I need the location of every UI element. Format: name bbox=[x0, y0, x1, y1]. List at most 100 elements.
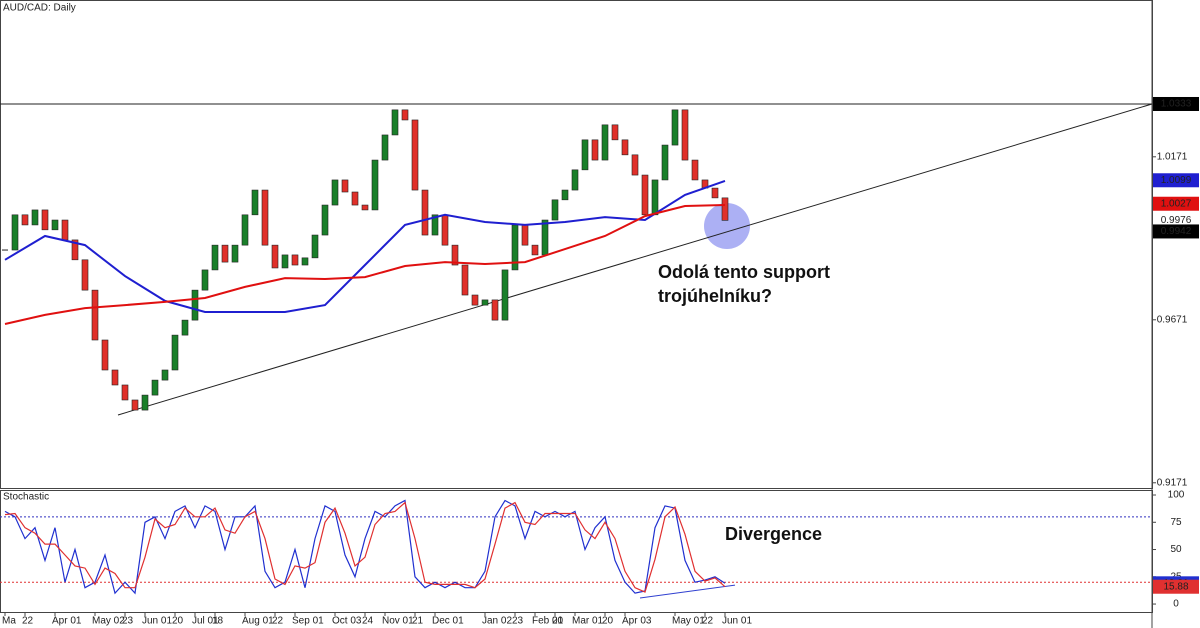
candle bbox=[561, 189, 569, 201]
x-tick-label: Feb 01 bbox=[532, 616, 564, 627]
x-tick-label: 22 bbox=[22, 616, 34, 627]
candle bbox=[121, 384, 129, 401]
candle bbox=[651, 179, 659, 216]
price-marker bbox=[1153, 96, 1199, 111]
price-marker-label: 1.0027 bbox=[1161, 198, 1192, 209]
candle bbox=[221, 244, 229, 263]
candle bbox=[21, 214, 29, 226]
candle bbox=[371, 159, 379, 211]
candle bbox=[131, 399, 139, 411]
y-tick-label: 50 bbox=[1170, 544, 1182, 555]
candle bbox=[211, 244, 219, 271]
candle bbox=[61, 219, 69, 241]
candle bbox=[481, 299, 489, 306]
candle bbox=[161, 369, 169, 381]
x-tick-label: 20 bbox=[172, 616, 184, 627]
y-tick-label: 100 bbox=[1168, 490, 1185, 501]
candle bbox=[81, 259, 89, 291]
x-tick-label: Aug 01 bbox=[242, 616, 274, 627]
x-tick-label: Jan 02 bbox=[482, 616, 512, 627]
candle bbox=[181, 319, 189, 336]
candle bbox=[171, 334, 179, 371]
candle bbox=[91, 289, 99, 341]
candle bbox=[601, 124, 609, 161]
candle bbox=[101, 339, 109, 371]
candle bbox=[241, 214, 249, 246]
candle bbox=[201, 269, 209, 291]
x-tick-label: Oct 03 bbox=[332, 616, 362, 627]
y-tick-label: 0.9171 bbox=[1157, 477, 1188, 488]
candle bbox=[591, 139, 599, 161]
x-tick-label: Sep 01 bbox=[292, 616, 324, 627]
x-tick-label: 18 bbox=[212, 616, 224, 627]
title-bg bbox=[1, 491, 41, 503]
candle bbox=[261, 189, 269, 246]
x-tick-label: May 01 bbox=[672, 616, 705, 627]
x-tick-label: Dec 01 bbox=[432, 616, 464, 627]
candle bbox=[451, 244, 459, 266]
panel-title: Stochastic bbox=[3, 492, 49, 503]
candle bbox=[541, 219, 549, 256]
candle bbox=[441, 214, 449, 246]
highlight-circle bbox=[704, 203, 750, 249]
candle bbox=[521, 224, 529, 246]
x-tick-label: Ma bbox=[2, 616, 16, 627]
title-bg bbox=[1, 1, 61, 14]
y-tick-label: 0.9671 bbox=[1157, 314, 1188, 325]
candle bbox=[571, 169, 579, 191]
candle bbox=[471, 294, 479, 306]
candle bbox=[351, 191, 359, 206]
candle bbox=[401, 109, 409, 121]
candle bbox=[231, 244, 239, 263]
x-tick-label: 24 bbox=[362, 616, 374, 627]
candle bbox=[691, 159, 699, 181]
candle bbox=[551, 199, 559, 221]
x-tick-label: Nov 01 bbox=[382, 616, 414, 627]
chart-title: AUD/CAD: Daily bbox=[3, 3, 76, 14]
candle bbox=[11, 214, 19, 251]
candle bbox=[501, 269, 509, 321]
candle bbox=[191, 289, 199, 321]
series-line bbox=[4, 204, 726, 325]
price-marker bbox=[1153, 224, 1199, 239]
price-marker-label: 15.88 bbox=[1163, 581, 1188, 592]
candle bbox=[381, 134, 389, 161]
candle bbox=[391, 109, 399, 136]
x-tick-label: 22 bbox=[702, 616, 714, 627]
candle bbox=[71, 239, 79, 261]
candle bbox=[51, 219, 59, 231]
candle bbox=[151, 379, 159, 396]
y-tick-label: 75 bbox=[1170, 517, 1182, 528]
series-line bbox=[4, 501, 726, 593]
candle bbox=[411, 119, 419, 191]
candle bbox=[461, 264, 469, 296]
series-line bbox=[4, 499, 726, 595]
price-marker-label: 1.0333 bbox=[1161, 99, 1192, 110]
price-marker bbox=[1153, 173, 1199, 188]
price-marker bbox=[1153, 213, 1199, 228]
candle bbox=[421, 189, 429, 236]
x-tick-label: Apr 03 bbox=[622, 616, 652, 627]
candle bbox=[711, 187, 719, 199]
x-tick-label: 20 bbox=[602, 616, 614, 627]
candle bbox=[631, 154, 639, 176]
candle bbox=[251, 189, 259, 216]
candle bbox=[271, 244, 279, 269]
candle bbox=[321, 204, 329, 236]
price-marker bbox=[1153, 579, 1199, 594]
price-marker-label: 0.9976 bbox=[1161, 215, 1192, 226]
candle bbox=[661, 144, 669, 181]
candle bbox=[311, 234, 319, 259]
candle bbox=[111, 369, 119, 386]
candle bbox=[431, 214, 439, 236]
price-marker-label: 0.9942 bbox=[1161, 226, 1192, 237]
x-tick-label: Jun 01 bbox=[142, 616, 172, 627]
x-tick-label: 23 bbox=[512, 616, 524, 627]
candle bbox=[341, 179, 349, 193]
candle bbox=[491, 299, 499, 321]
candle bbox=[301, 257, 309, 266]
candle bbox=[671, 109, 679, 146]
trendline bbox=[639, 584, 736, 599]
x-tick-label: 21 bbox=[412, 616, 424, 627]
candle bbox=[361, 204, 369, 211]
